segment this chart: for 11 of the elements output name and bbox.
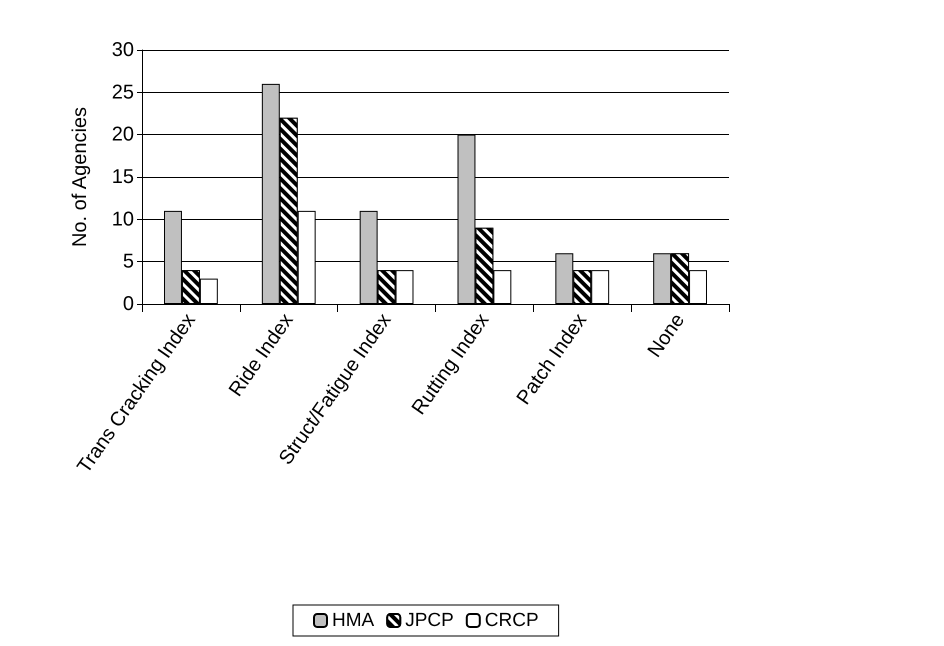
y-tick-label: 25: [112, 81, 134, 104]
legend-label: CRCP: [484, 610, 539, 631]
y-tick-label: 30: [112, 39, 134, 61]
legend-label: HMA: [332, 610, 375, 631]
legend-label: JPCP: [405, 610, 454, 631]
y-axis-title: No. of Agencies: [69, 106, 91, 248]
y-tick-label: 10: [112, 208, 134, 230]
y-tick-label: 0: [122, 293, 134, 315]
y-tick-label: 15: [112, 166, 134, 188]
y-tick-label: 20: [112, 124, 134, 146]
y-tick-label: 5: [122, 250, 134, 273]
